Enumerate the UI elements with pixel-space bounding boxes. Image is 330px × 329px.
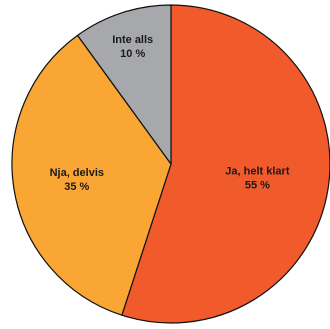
- slice-category-label: Nja, delvis: [50, 167, 104, 179]
- slice-category-label: Inte alls: [112, 34, 153, 46]
- pie-slice: [76, 4, 172, 165]
- slice-label: Ja, helt klart 55 %: [225, 166, 290, 192]
- slice-value-label: 35 %: [64, 181, 89, 193]
- pie-labels: Ja, helt klart 55 % Nja, delvis 35 % Inte al…: [50, 34, 290, 193]
- slice-label: Inte alls 10 %: [112, 34, 153, 60]
- pie-slices: [11, 4, 330, 324]
- slice-label: Nja, delvis 35 %: [50, 167, 104, 193]
- slice-value-label: 10 %: [120, 48, 145, 60]
- pie-slice: [121, 4, 330, 324]
- slice-category-label: Ja, helt klart: [225, 166, 290, 178]
- slice-value-label: 55 %: [245, 180, 270, 192]
- pie-slice: [11, 34, 172, 316]
